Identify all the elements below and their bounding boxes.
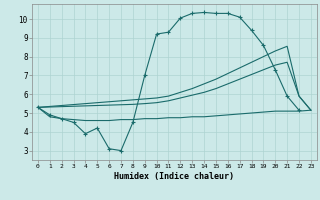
X-axis label: Humidex (Indice chaleur): Humidex (Indice chaleur): [115, 172, 234, 181]
